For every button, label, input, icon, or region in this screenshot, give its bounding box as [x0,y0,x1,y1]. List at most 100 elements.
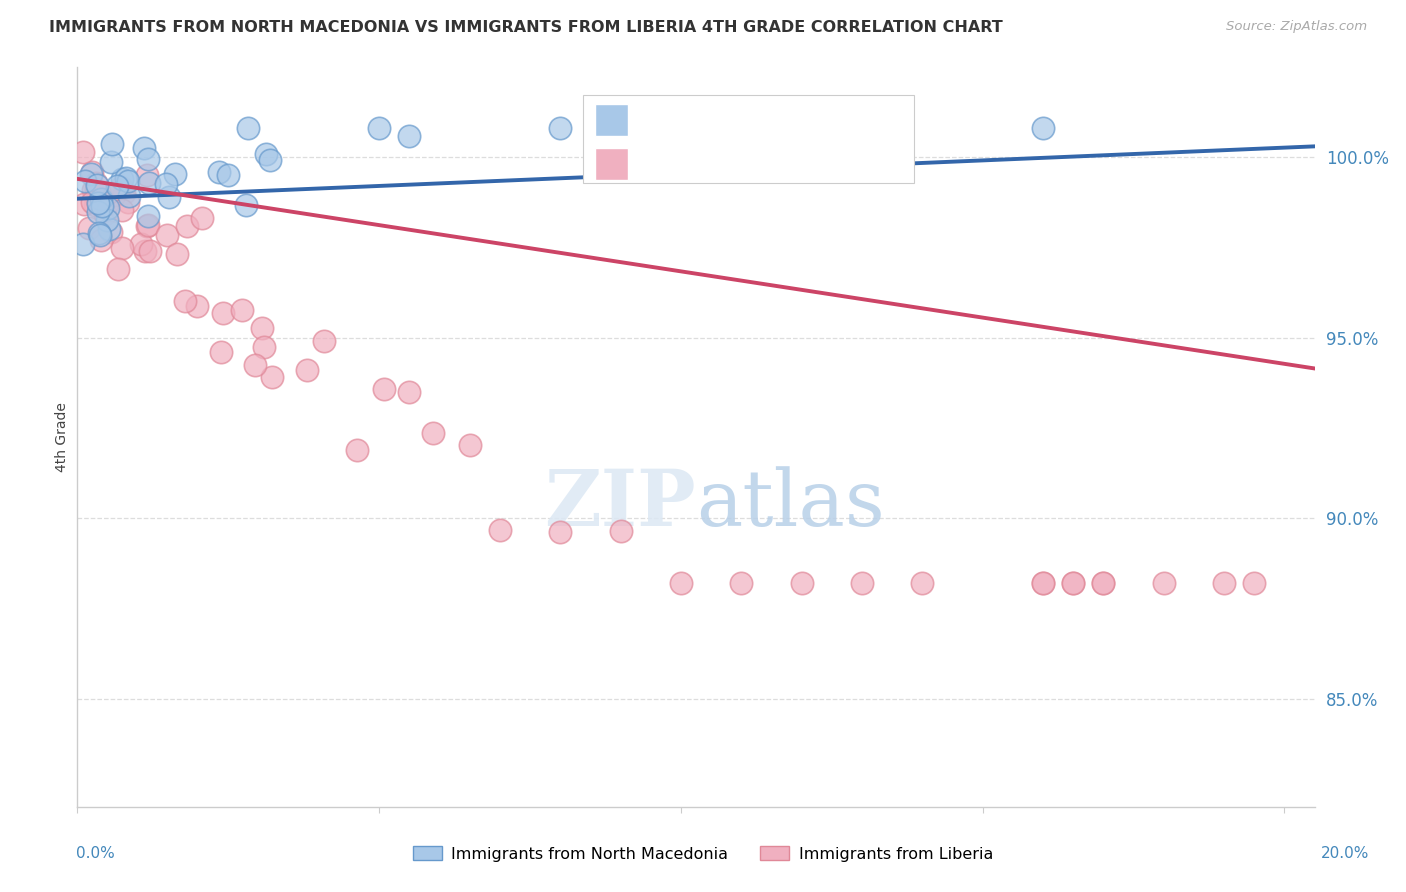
Point [79,167,101,181]
Point [422,425,444,440]
Text: Source: ZipAtlas.com: Source: ZipAtlas.com [1226,20,1367,33]
Point [72,236,94,251]
Point [1032,576,1054,591]
Point [176,219,198,234]
Text: 0.236: 0.236 [689,111,745,129]
Point [72,196,94,211]
Point [117,174,139,188]
Point [1243,576,1265,591]
Point [312,334,335,349]
Point [129,236,152,251]
Point [548,524,571,539]
Point [368,121,391,136]
Point [118,189,141,203]
Point [262,369,284,384]
Point [94,206,117,220]
Point [84,181,107,195]
Point [103,188,125,202]
Legend: Immigrants from North Macedonia, Immigrants from Liberia: Immigrants from North Macedonia, Immigra… [406,839,1000,868]
Point [1092,576,1115,591]
Point [1032,576,1054,591]
Point [166,246,188,260]
Point [139,244,162,258]
Point [136,209,159,223]
Point [191,211,214,225]
Point [87,195,110,210]
Text: 64: 64 [801,154,827,173]
Point [107,262,129,277]
Point [90,233,112,247]
Point [97,201,120,215]
Point [217,169,239,183]
Point [111,172,134,186]
Point [245,358,267,372]
Text: N =: N = [752,154,786,173]
Point [235,198,257,212]
Point [207,164,229,178]
Point [100,154,122,169]
Point [112,186,135,201]
Point [134,140,156,154]
Point [346,442,368,457]
Point [1062,576,1084,591]
Point [373,382,395,396]
Point [236,121,259,136]
Point [1153,576,1175,591]
Point [609,524,631,538]
Point [165,167,187,181]
Point [730,576,752,591]
Text: R =: R = [633,154,666,173]
Point [84,198,107,212]
Point [84,177,107,191]
Text: atlas: atlas [696,466,884,541]
Point [82,183,104,197]
Point [259,153,281,168]
Point [82,195,104,210]
Point [1062,576,1084,591]
Point [851,576,873,591]
Point [186,299,208,313]
Point [111,241,134,255]
Point [117,194,139,209]
Point [911,576,934,591]
Point [700,121,723,136]
Point [135,168,157,182]
Point [295,363,318,377]
Point [134,244,156,259]
Text: -0.347: -0.347 [689,154,754,173]
Point [250,321,273,335]
Point [91,199,114,213]
Point [548,121,571,136]
Point [174,294,197,309]
Point [156,227,179,242]
Point [398,384,420,399]
Point [136,153,159,167]
Point [101,137,124,152]
Point [253,340,276,354]
Point [107,178,129,193]
Text: ZIP: ZIP [544,466,696,541]
Point [135,219,157,233]
Point [231,303,253,318]
Point [82,165,104,179]
Point [212,305,235,319]
Point [669,576,692,591]
Text: IMMIGRANTS FROM NORTH MACEDONIA VS IMMIGRANTS FROM LIBERIA 4TH GRADE CORRELATION: IMMIGRANTS FROM NORTH MACEDONIA VS IMMIG… [49,20,1002,35]
Point [100,225,122,239]
Y-axis label: 4th Grade: 4th Grade [55,402,69,472]
Point [86,196,108,211]
Text: 20.0%: 20.0% [1322,846,1369,861]
Text: 38: 38 [801,111,827,129]
Point [398,129,420,144]
Text: R =: R = [633,111,666,129]
Point [1092,576,1115,591]
Point [138,176,160,190]
Point [114,170,136,185]
Point [96,196,118,211]
Point [209,344,232,359]
Point [136,219,159,233]
Text: 0.0%: 0.0% [76,846,115,861]
Point [87,205,110,219]
Point [86,178,108,193]
Point [87,226,110,240]
